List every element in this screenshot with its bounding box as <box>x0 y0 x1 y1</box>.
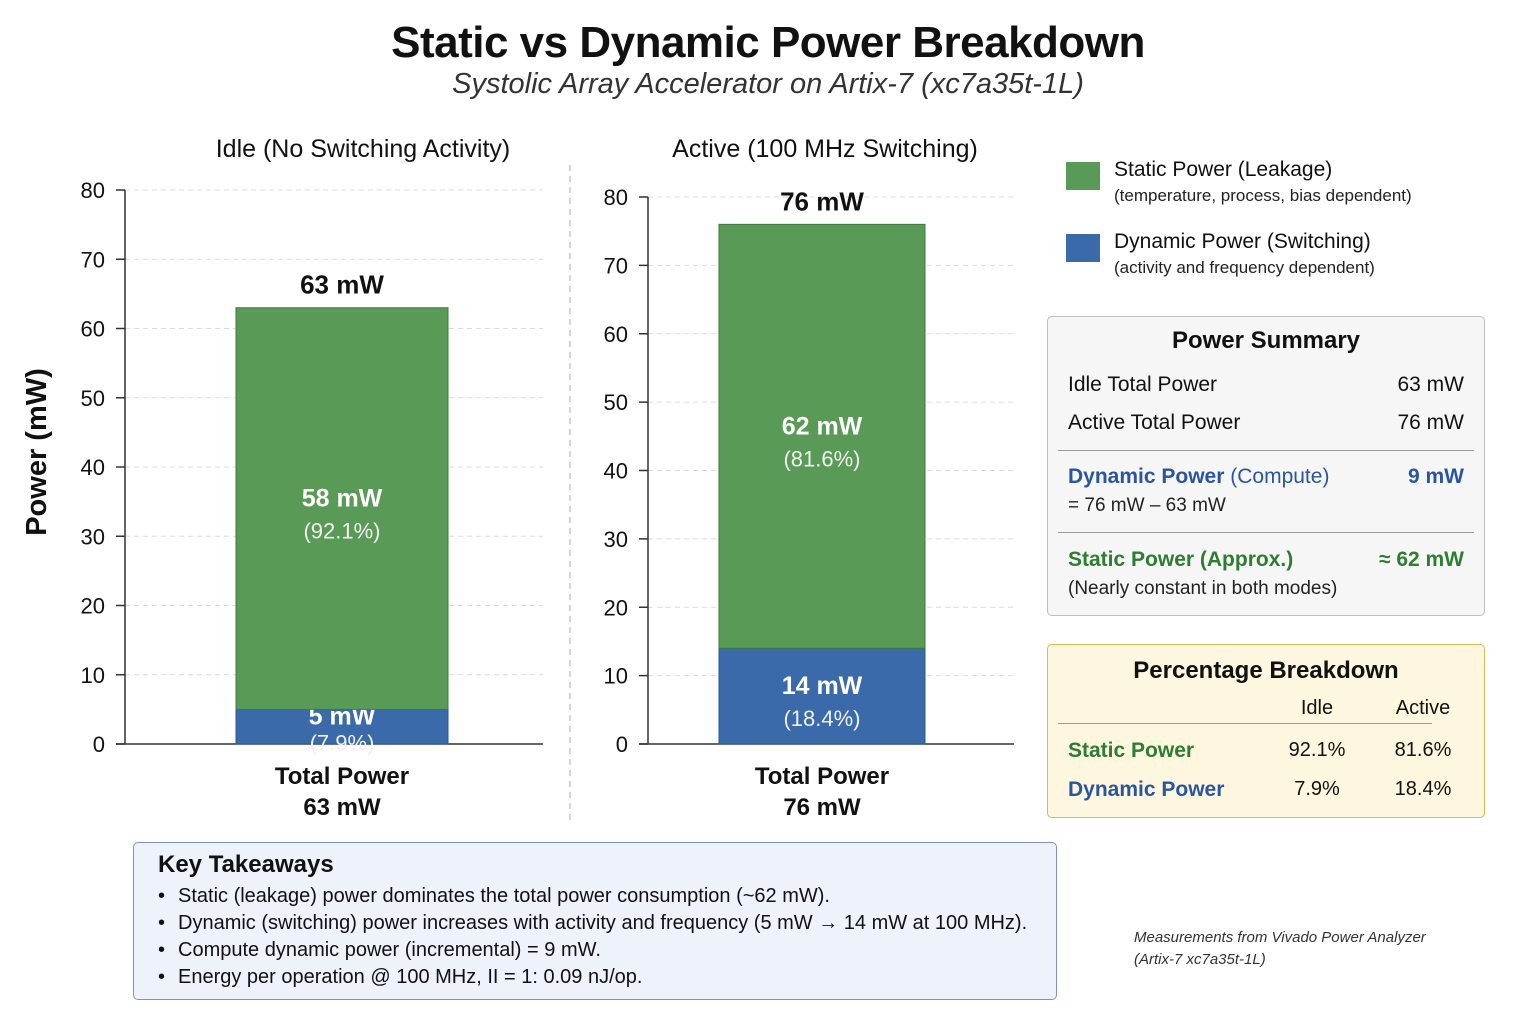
legend-static-note: (temperature, process, bias dependent) <box>1114 186 1412 205</box>
y-tick-label: 30 <box>604 527 628 552</box>
y-axis-label: Power (mW) <box>21 368 53 536</box>
legend-item-dynamic: Dynamic Power (Switching) (activity and … <box>1066 230 1506 302</box>
percentage-breakdown-panel: Percentage Breakdown Idle Active Static … <box>1047 644 1485 818</box>
percentage-dynamic-idle: 7.9% <box>1294 778 1340 800</box>
summary-dynamic-note: = 76 mW – 63 mW <box>1068 495 1226 516</box>
bar-value-label: 62 mW <box>782 412 863 440</box>
power-summary-panel: Power Summary Idle Total Power 63 mW Act… <box>1047 316 1485 616</box>
summary-active-value: 76 mW <box>1397 411 1464 434</box>
percentage-divider <box>1058 723 1432 724</box>
y-tick-label: 70 <box>604 253 628 278</box>
y-tick-label: 10 <box>81 663 105 688</box>
summary-dynamic-label-main: Dynamic Power <box>1068 465 1225 488</box>
takeaway-item: Dynamic (switching) power increases with… <box>158 910 1027 937</box>
x-category-total: 63 mW <box>303 794 381 821</box>
y-tick-label: 40 <box>81 455 105 480</box>
y-tick-label: 60 <box>81 317 105 342</box>
legend: Static Power (Leakage) (temperature, pro… <box>1066 158 1506 302</box>
y-tick-label: 40 <box>604 459 628 484</box>
bar-segment-dynamic <box>235 708 449 745</box>
page-subtitle: Systolic Array Accelerator on Artix-7 (x… <box>452 68 1084 100</box>
dynamic-swatch <box>1066 234 1100 262</box>
summary-static-note: (Nearly constant in both modes) <box>1068 578 1338 599</box>
legend-item-static: Static Power (Leakage) (temperature, pro… <box>1066 158 1506 230</box>
y-tick-label: 20 <box>604 595 628 620</box>
summary-static-value: ≈ 62 mW <box>1378 548 1464 571</box>
summary-active-label: Active Total Power <box>1068 411 1241 434</box>
y-tick-label: 10 <box>604 664 628 689</box>
bar-segment-dynamic <box>718 647 926 745</box>
bar-value-label: 14 mW <box>782 672 863 700</box>
takeaway-item: Energy per operation @ 100 MHz, II = 1: … <box>158 964 1027 991</box>
legend-dynamic-name: Dynamic Power (Switching) <box>1114 230 1371 253</box>
footnote: Measurements from Vivado Power Analyzer … <box>1134 927 1426 971</box>
bar-segment-static <box>718 223 926 649</box>
bar-percent-label: (7.9%) <box>310 731 375 756</box>
page-title: Static vs Dynamic Power Breakdown <box>391 18 1145 67</box>
percentage-col-idle: Idle <box>1300 697 1334 719</box>
x-category-label: Total Power <box>755 763 889 790</box>
y-tick-label: 80 <box>604 185 628 210</box>
footnote-line1: Measurements from Vivado Power Analyzer <box>1134 929 1426 946</box>
percentage-col-active: Active <box>1395 697 1451 719</box>
y-tick-label: 50 <box>604 390 628 415</box>
footnote-line2: (Artix-7 xc7a35t-1L) <box>1134 951 1266 968</box>
takeaway-item: Static (leakage) power dominates the tot… <box>158 883 1027 910</box>
bar-percent-label: (92.1%) <box>303 519 380 544</box>
legend-static-name: Static Power (Leakage) <box>1114 158 1333 181</box>
summary-dynamic-value: 9 mW <box>1407 465 1464 488</box>
bar-segment-static <box>235 307 449 710</box>
percentage-static-idle: 92.1% <box>1288 739 1346 761</box>
y-tick-label: 70 <box>81 247 105 272</box>
summary-divider <box>1058 532 1474 533</box>
static-swatch <box>1066 162 1100 190</box>
takeaways-title: Key Takeaways <box>158 851 334 878</box>
legend-dynamic-note: (activity and frequency dependent) <box>1114 258 1375 277</box>
takeaways-list: Static (leakage) power dominates the tot… <box>158 883 1027 991</box>
summary-dynamic-label-suffix: (Compute) <box>1224 465 1330 488</box>
takeaway-item: Compute dynamic power (incremental) = 9 … <box>158 937 1027 964</box>
x-category-total: 76 mW <box>783 794 861 821</box>
bar-total-label: 76 mW <box>780 186 864 216</box>
key-takeaways-panel: Key Takeaways Static (leakage) power dom… <box>133 842 1057 1000</box>
y-tick-label: 30 <box>81 524 105 549</box>
y-tick-label: 80 <box>81 178 105 203</box>
y-tick-label: 60 <box>604 322 628 347</box>
percentage-title: Percentage Breakdown <box>1133 657 1399 684</box>
percentage-dynamic-label: Dynamic Power <box>1068 778 1225 801</box>
power-charts: Power (mW) Idle (No Switching Activity) 0 1… <box>21 135 1014 821</box>
bar-percent-label: (18.4%) <box>783 706 860 731</box>
summary-divider <box>1058 450 1474 451</box>
summary-title: Power Summary <box>1171 327 1361 354</box>
y-tick-label: 0 <box>93 732 105 757</box>
chart-title: Active (100 MHz Switching) <box>672 135 978 163</box>
summary-idle-value: 63 mW <box>1397 373 1464 396</box>
y-tick-label: 0 <box>616 732 628 757</box>
bar-percent-label: (81.6%) <box>783 446 860 471</box>
summary-dynamic-label: Dynamic Power (Compute) <box>1068 465 1329 489</box>
percentage-dynamic-active: 18.4% <box>1394 778 1452 800</box>
x-category-label: Total Power <box>275 763 409 790</box>
bar-value-label: 58 mW <box>302 485 383 513</box>
summary-static-label: Static Power (Approx.) <box>1068 548 1294 571</box>
y-tick-label: 50 <box>81 386 105 411</box>
y-tick-label: 20 <box>81 594 105 619</box>
percentage-static-active: 81.6% <box>1394 739 1452 761</box>
bar-total-label: 63 mW <box>300 270 384 300</box>
chart-title: Idle (No Switching Activity) <box>216 135 511 163</box>
percentage-static-label: Static Power <box>1068 739 1195 762</box>
summary-idle-label: Idle Total Power <box>1068 373 1218 396</box>
